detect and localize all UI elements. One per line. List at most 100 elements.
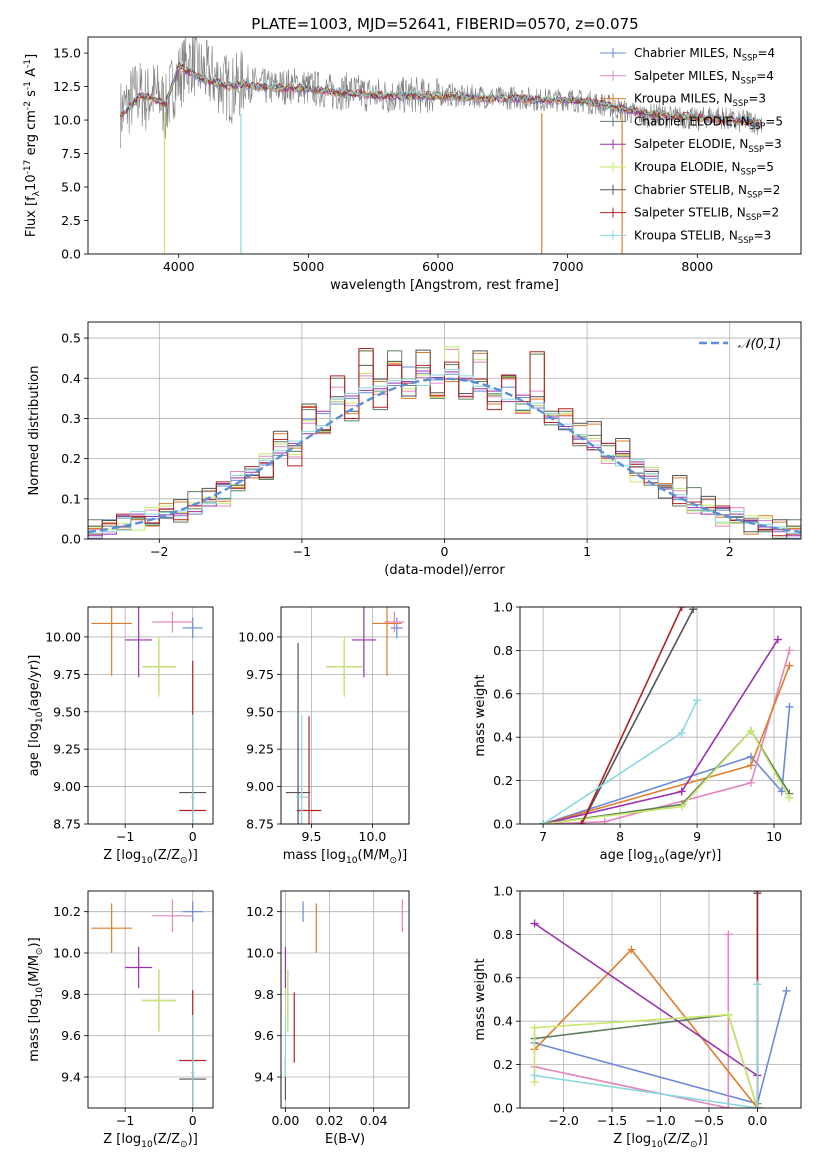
y-tick-label: 0.2 (493, 773, 513, 788)
mass-weight-line (580, 608, 694, 824)
y-tick-label: 10.2 (246, 904, 274, 919)
mass-weight-line (533, 1013, 759, 1108)
y-tick-label: 9.00 (53, 779, 81, 794)
plus-marker (677, 802, 686, 811)
y-tick-label: 15.0 (53, 46, 81, 61)
errorbar-point (125, 946, 153, 989)
x-tick-label: −1 (116, 829, 134, 844)
y-tick-label: 0.0 (61, 532, 81, 547)
y-tick-label: 0.0 (493, 1101, 513, 1116)
errorbar-point (182, 901, 203, 922)
y-tick-label: 1.0 (493, 884, 513, 899)
panel-age_vs_Z: −1 0 8.75 9.00 9.25 9.50 9.75 10.00 Z [log10(Z/Z… (27, 606, 214, 866)
errorbar-point (91, 903, 132, 953)
model-spectrum-line (120, 65, 762, 126)
y-tick-label: 9.75 (53, 667, 81, 682)
x-axis-label: Z [log10(Z/Z⊙)] (613, 1132, 708, 1150)
plus-marker (600, 817, 609, 824)
plot-area (91, 899, 207, 1108)
y-axis-label: Normed distribution (27, 366, 42, 496)
errorbar-point (152, 611, 193, 633)
axes-frame (87, 606, 214, 825)
x-tick-label: 0 (189, 829, 197, 844)
y-axis-label: mass [log10(M/M⊙)] (27, 937, 45, 1061)
plot-area (88, 346, 801, 539)
y-tick-label: 9.8 (61, 987, 81, 1002)
errorbar-point (285, 642, 311, 824)
y-tick-label: 0.0 (61, 247, 81, 262)
y-tick-label: 9.25 (246, 742, 274, 757)
plus-marker (627, 945, 636, 954)
x-tick-label: 9.5 (302, 829, 322, 844)
errorbar-point (351, 607, 377, 678)
x-tick-label: 1 (583, 544, 591, 559)
y-tick-label: 2.5 (61, 213, 81, 228)
legend-label-text: Chabrier MILES, NSSP=4 (634, 46, 775, 63)
axes-frame (280, 890, 410, 1109)
residual-histogram-step (88, 368, 801, 539)
plus-marker (785, 646, 794, 655)
y-axis-label: age [log10(age/yr)] (27, 655, 45, 777)
y-tick-label: 0.4 (493, 730, 513, 745)
y-tick-label: 0.2 (493, 1057, 513, 1072)
y-tick-label: 9.4 (254, 1070, 274, 1085)
y-tick-label: 8.75 (246, 817, 274, 832)
y-tick-label: 9.00 (246, 779, 274, 794)
plus-marker (530, 1071, 539, 1080)
y-tick-label: 9.6 (61, 1028, 81, 1043)
y-tick-label: 0.8 (493, 643, 513, 658)
x-axis-label: age [log10(age/yr)] (600, 848, 722, 866)
errorbar-point (190, 714, 195, 824)
x-axis-label: (data-model)/error (384, 563, 505, 578)
x-tick-label: −2 (150, 544, 168, 559)
x-axis-label: wavelength [Angstrom, rest frame] (330, 278, 559, 293)
legend-label-text: Salpeter MILES, NSSP=4 (634, 69, 774, 86)
y-tick-label: 0.4 (61, 371, 81, 386)
plus-marker (773, 635, 782, 644)
plus-marker (782, 986, 791, 995)
errorbar-point (125, 607, 153, 678)
y-tick-label: 10.0 (53, 946, 81, 961)
plus-marker (785, 661, 794, 670)
y-tick-label: 5.0 (61, 180, 81, 195)
legend-label-text: Kroupa ELODIE, NSSP=5 (634, 160, 774, 177)
plus-marker (677, 728, 686, 737)
x-axis-label: E(B-V) (325, 1132, 365, 1147)
x-tick-label: 7 (539, 829, 547, 844)
axes-frame (87, 321, 802, 540)
x-tick-label: 10 (766, 829, 782, 844)
plus-marker (724, 1104, 733, 1108)
plus-marker (677, 787, 686, 796)
y-tick-label: 0.3 (61, 411, 81, 426)
x-tick-label: −1 (293, 544, 311, 559)
errorbar-point (142, 969, 176, 1032)
y-tick-label: 10.2 (53, 904, 81, 919)
mass-weight-line (534, 934, 730, 1108)
y-tick-label: 10.0 (53, 113, 81, 128)
x-tick-label: 4000 (163, 259, 195, 274)
y-tick-label: 10.0 (246, 946, 274, 961)
spectrum-legend: Chabrier MILES, NSSP=4 Salpeter MILES, NS… (600, 46, 783, 245)
y-tick-label: 10.00 (45, 629, 81, 644)
plot-area (285, 607, 405, 824)
plus-marker (539, 820, 548, 824)
plus-marker (753, 980, 762, 989)
axes-frame (280, 606, 410, 825)
y-tick-label: 0.1 (61, 491, 81, 506)
x-axis-label: Z [log10(Z/Z⊙)] (103, 848, 198, 866)
legend-label-text: Salpeter ELODIE, NSSP=3 (634, 137, 782, 154)
plus-marker (530, 1023, 539, 1032)
plus-marker (693, 696, 702, 705)
axes-frame (519, 890, 802, 1109)
errorbar-point (296, 716, 322, 824)
x-tick-label: 0 (189, 1113, 197, 1128)
y-axis-label: Flux [fλ10-17 erg cm-2 s-1 A-1] (23, 54, 42, 237)
errorbar-point (152, 899, 193, 933)
plus-marker (724, 930, 733, 939)
x-tick-label: −0.5 (694, 1113, 724, 1128)
y-tick-label: 9.8 (254, 987, 274, 1002)
legend-label-text: Kroupa MILES, NSSP=3 (634, 92, 766, 109)
panel-age_vs_mass: 9.5 10.0 8.75 9.00 9.25 9.50 9.75 10.00 mass [lo… (238, 606, 410, 866)
plus-marker (677, 607, 686, 611)
